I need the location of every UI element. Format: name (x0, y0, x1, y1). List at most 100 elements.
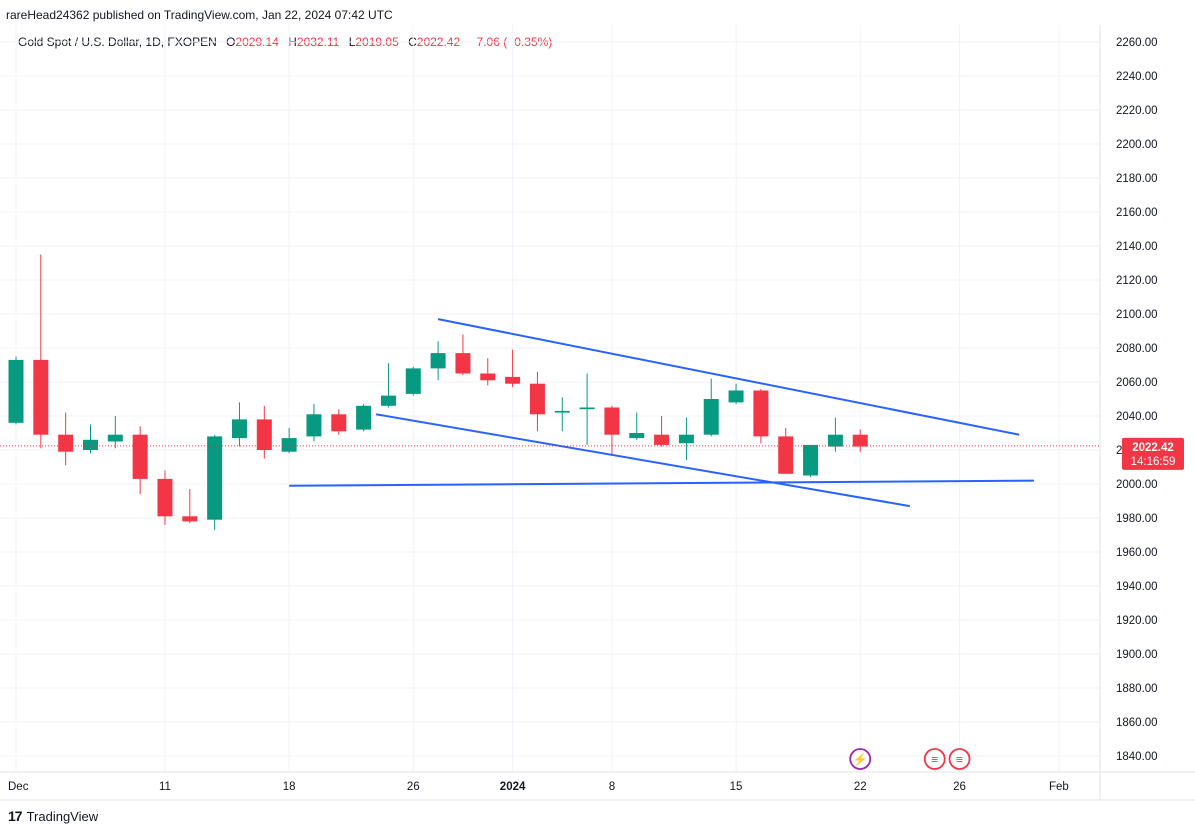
event-icon-ring (923, 748, 946, 770)
time-tick-label: 2024 (500, 781, 526, 793)
candle (480, 358, 496, 386)
tradingview-logo-icon: 17 (8, 808, 23, 824)
candle (430, 341, 446, 381)
lightning-event-icon[interactable]: ⚡ (849, 748, 872, 770)
candle (455, 334, 471, 376)
candle (703, 378, 719, 437)
candle (405, 366, 421, 396)
candle-body (827, 434, 843, 447)
time-tick-label: 18 (283, 781, 296, 793)
price-tag-box (1122, 437, 1184, 470)
candle-body (356, 405, 372, 430)
trendline[interactable] (289, 479, 1035, 487)
price-tag-countdown: 14:16:59 (1131, 456, 1176, 468)
event-markers[interactable]: ⚡ ≡ ≡ (849, 748, 971, 770)
candle-body (380, 395, 396, 406)
event-icon-ring (948, 748, 971, 770)
flag-us-event-icon[interactable]: ≡ (923, 748, 946, 770)
time-tick-label: 26 (407, 781, 420, 793)
publisher-line: rareHead24362 published on TradingView.c… (6, 8, 393, 22)
price-tick-label: 1940.00 (1116, 581, 1158, 593)
price-tick-label: 2040.00 (1116, 411, 1158, 423)
candle (678, 417, 694, 461)
price-tick-label: 1880.00 (1116, 683, 1158, 695)
candle-body (331, 414, 347, 432)
candle (654, 416, 670, 447)
trendline[interactable] (437, 318, 1020, 436)
candle (803, 444, 819, 478)
price-tick-label: 2000.00 (1116, 479, 1158, 491)
candle-body (58, 434, 74, 452)
brand-name: TradingView (26, 808, 99, 824)
price-tick-label: 2220.00 (1116, 105, 1158, 117)
price-tick-label: 2100.00 (1116, 309, 1158, 321)
candle (107, 416, 123, 449)
candle (58, 412, 74, 466)
price-tick-label: 2260.00 (1116, 37, 1158, 49)
trendlines[interactable] (289, 318, 1035, 508)
candle-body (281, 438, 297, 452)
event-icon-glyph: ⚡ (853, 753, 868, 767)
candle (256, 405, 272, 459)
price-axis[interactable]: 2260.00 2240.00 2220.00 2200.00 2180.00 2160.… (1116, 37, 1158, 763)
candle (753, 388, 769, 444)
candle-body (529, 383, 545, 415)
event-icon-glyph: ≡ (956, 753, 963, 767)
candle-body (82, 439, 98, 450)
price-tick-label: 1900.00 (1116, 649, 1158, 661)
price-tick-label: 1860.00 (1116, 717, 1158, 729)
candle-body (505, 376, 521, 384)
candle (579, 373, 595, 445)
event-icon-glyph: ≡ (931, 753, 938, 767)
price-tag-price: 2022.42 (1132, 442, 1174, 454)
tradingview-brand[interactable]: 17 TradingView (8, 808, 98, 824)
trendline[interactable] (375, 413, 911, 508)
price-tick-label: 1960.00 (1116, 547, 1158, 559)
candle-body (256, 419, 272, 450)
candle-body (107, 434, 123, 442)
candle (827, 417, 843, 452)
candle (380, 363, 396, 408)
candle (852, 429, 868, 452)
price-tick-label: 2080.00 (1116, 343, 1158, 355)
candle (356, 404, 372, 432)
candle-body (455, 353, 471, 374)
candle (306, 404, 322, 442)
candle (604, 405, 620, 456)
time-tick-label: 15 (730, 781, 743, 793)
flag-us-event-icon[interactable]: ≡ (948, 748, 971, 770)
candle-body (430, 353, 446, 369)
time-tick-label: 26 (953, 781, 966, 793)
price-tick-label: 2240.00 (1116, 71, 1158, 83)
candle (629, 412, 645, 440)
candle (182, 489, 198, 524)
time-axis[interactable]: Dec 11 18 26 2024 8 15 22 26 Feb (8, 781, 1069, 793)
candle-body (852, 434, 868, 447)
axes (0, 25, 1195, 801)
candle (331, 409, 347, 435)
candle-body (182, 516, 198, 522)
candle-body (8, 359, 24, 423)
last-price-tag: 2022.42 14:16:59 (1122, 437, 1184, 470)
event-icon-ring (849, 748, 872, 770)
candle (132, 426, 148, 495)
price-tick-label: 2140.00 (1116, 241, 1158, 253)
candle (157, 470, 173, 525)
candle-body (728, 390, 744, 403)
candle-body (157, 478, 173, 517)
candle (207, 434, 223, 530)
candles (8, 254, 868, 530)
candle-body (678, 434, 694, 444)
price-tick-label: 2200.00 (1116, 139, 1158, 151)
candle (33, 254, 49, 449)
candle (231, 402, 247, 447)
price-tick-label: 2160.00 (1116, 207, 1158, 219)
candle-body (703, 399, 719, 435)
grid-lines (0, 25, 1100, 772)
candle (529, 371, 545, 432)
candle-body (579, 407, 595, 410)
candle (778, 427, 794, 474)
candle-body (753, 390, 769, 437)
candle (281, 427, 297, 454)
